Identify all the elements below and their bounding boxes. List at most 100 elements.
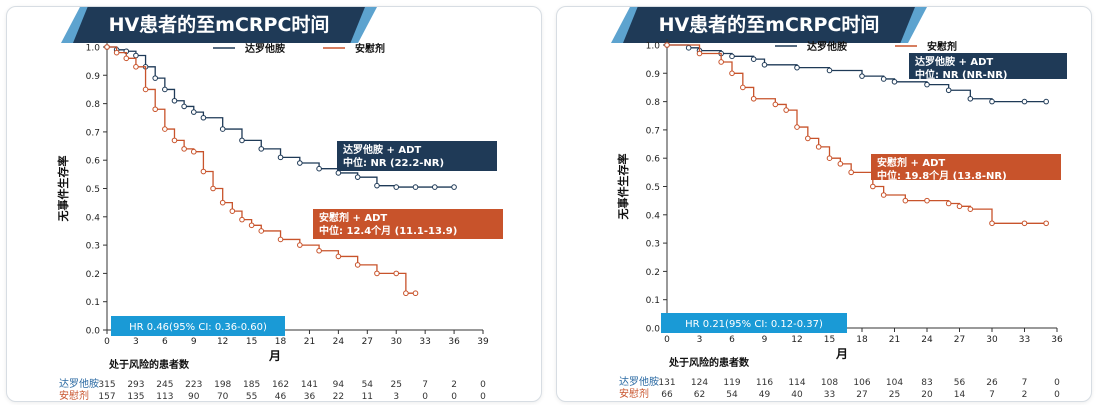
median-box-placebo-line2: 中位: 19.8个月 (13.8-NR) bbox=[877, 169, 1007, 182]
censor-mark-placebo bbox=[335, 253, 342, 260]
x-tick-label: 30 bbox=[391, 337, 403, 347]
km-chart-left: 0.00.10.20.30.40.50.60.70.80.91.00 3 6 9 12 1… bbox=[56, 41, 503, 401]
risk-value-darolutamide: 162 bbox=[272, 380, 289, 390]
risk-value-darolutamide: 104 bbox=[886, 378, 903, 388]
risk-value-darolutamide: 0 bbox=[1054, 378, 1060, 388]
censor-mark-placebo bbox=[945, 200, 952, 207]
censor-mark-placebo bbox=[718, 59, 724, 65]
censor-mark-placebo bbox=[967, 206, 974, 212]
x-tick-label: 12 bbox=[791, 335, 802, 345]
censor-mark-placebo bbox=[696, 50, 703, 57]
censor-mark-darolutamide bbox=[685, 45, 692, 51]
censor-mark-placebo bbox=[181, 146, 187, 152]
censor-mark-darolutamide bbox=[1021, 98, 1028, 105]
censor-mark-placebo bbox=[142, 86, 149, 93]
x-tick-label: 3 bbox=[133, 337, 139, 347]
risk-value-darolutamide: 0 bbox=[480, 380, 486, 390]
risk-value-placebo: 66 bbox=[661, 390, 673, 400]
censor-mark-darolutamide bbox=[335, 170, 342, 176]
risk-value-placebo: 70 bbox=[217, 392, 229, 401]
median-box-placebo bbox=[313, 209, 503, 239]
hr-text: HR 0.21(95% CI: 0.12-0.37) bbox=[685, 319, 823, 330]
censor-mark-placebo bbox=[805, 135, 811, 142]
risk-value-darolutamide: 141 bbox=[301, 380, 318, 390]
censor-mark-placebo bbox=[794, 124, 800, 130]
y-tick-label: 0.3 bbox=[86, 242, 100, 252]
median-box-darolutamide-line1: 达罗他胺 + ADT bbox=[915, 55, 993, 68]
panel-right: HV患者的至mCRPC时间 0.0 0.1 0.2 0.3 0.4 0.5 0.6 0.7 0.… bbox=[556, 6, 1092, 402]
risk-value-darolutamide: 54 bbox=[362, 380, 374, 390]
x-axis-label: 月 bbox=[835, 347, 848, 361]
y-tick-label: 0.4 bbox=[646, 211, 661, 221]
y-tick-label: 0.1 bbox=[646, 296, 660, 306]
x-tick-label: 6 bbox=[162, 337, 168, 347]
censor-mark-darolutamide bbox=[729, 53, 735, 60]
x-tick-label: 6 bbox=[729, 335, 735, 345]
censor-mark-darolutamide bbox=[354, 174, 361, 180]
x-tick-label: 33 bbox=[419, 337, 430, 347]
x-tick-label: 15 bbox=[246, 337, 257, 347]
censor-mark-placebo bbox=[190, 148, 197, 155]
censor-mark-placebo bbox=[104, 44, 110, 50]
censor-mark-placebo bbox=[924, 197, 930, 204]
censor-mark-placebo bbox=[403, 290, 409, 297]
censor-mark-placebo bbox=[277, 236, 284, 243]
censor-mark-darolutamide bbox=[826, 67, 833, 74]
x-tick-label: 9 bbox=[762, 335, 768, 345]
y-tick-label: 1.0 bbox=[86, 44, 101, 54]
censor-mark-placebo bbox=[152, 106, 159, 113]
censor-mark-darolutamide bbox=[200, 114, 207, 121]
y-tick-label: 0.0 bbox=[646, 325, 661, 335]
risk-value-darolutamide: 106 bbox=[853, 378, 870, 388]
x-tick-label: 12 bbox=[217, 337, 228, 347]
censor-mark-placebo bbox=[1021, 220, 1028, 227]
y-tick-label: 0.2 bbox=[86, 270, 100, 280]
censor-mark-darolutamide bbox=[451, 184, 457, 190]
risk-label-placebo: 安慰剂 bbox=[59, 389, 89, 401]
censor-mark-darolutamide bbox=[181, 103, 187, 110]
x-tick-label: 0 bbox=[664, 335, 670, 345]
x-tick-label: 3 bbox=[697, 335, 703, 345]
y-tick-label: 0.8 bbox=[86, 100, 101, 110]
y-tick-label: 0.9 bbox=[86, 72, 101, 82]
censor-mark-darolutamide bbox=[880, 76, 887, 82]
x-tick-label: 24 bbox=[333, 337, 345, 347]
y-tick-label: 0.4 bbox=[86, 213, 101, 223]
hr-box bbox=[661, 313, 847, 333]
km-chart-right: 0.00.10.20.30.40.50.60.70.80.91.00 3 6 9 12 1… bbox=[616, 39, 1067, 400]
y-axis-label: 无事件生存率 bbox=[616, 154, 630, 221]
y-tick-label: 0.7 bbox=[646, 126, 660, 136]
median-box-darolutamide bbox=[337, 141, 497, 171]
x-tick-label: 18 bbox=[856, 335, 868, 345]
censor-mark-placebo bbox=[664, 42, 670, 48]
x-tick-label: 27 bbox=[362, 337, 373, 347]
censor-mark-placebo bbox=[880, 192, 887, 198]
y-tick-label: 0.9 bbox=[646, 70, 661, 80]
median-box-darolutamide-line2: 中位: NR (NR-NR) bbox=[915, 68, 1007, 81]
risk-table-title: 处于风险的患者数 bbox=[668, 356, 750, 369]
median-box-darolutamide-line2: 中位: NR (22.2-NR) bbox=[343, 156, 444, 169]
risk-value-placebo: 46 bbox=[275, 392, 287, 401]
censor-mark-darolutamide bbox=[190, 109, 197, 115]
x-tick-label: 36 bbox=[1051, 335, 1063, 345]
censor-mark-darolutamide bbox=[219, 126, 226, 132]
y-tick-label: 0.5 bbox=[646, 183, 660, 193]
censor-mark-placebo bbox=[171, 137, 178, 144]
risk-value-placebo: 27 bbox=[856, 390, 867, 400]
censor-mark-darolutamide bbox=[924, 81, 930, 88]
censor-mark-placebo bbox=[1043, 220, 1049, 227]
censor-mark-placebo bbox=[729, 70, 735, 77]
censor-mark-placebo bbox=[750, 95, 757, 102]
median-box-darolutamide bbox=[909, 53, 1067, 79]
y-tick-label: 0.8 bbox=[646, 98, 661, 108]
median-box-darolutamide-line1: 达罗他胺 + ADT bbox=[343, 143, 421, 156]
risk-value-darolutamide: 108 bbox=[821, 378, 838, 388]
censor-mark-placebo bbox=[772, 101, 779, 108]
risk-value-darolutamide: 119 bbox=[723, 378, 740, 388]
hr-box bbox=[111, 316, 285, 336]
censor-mark-placebo bbox=[239, 216, 245, 223]
censor-mark-placebo bbox=[354, 262, 361, 268]
km-curve-placebo bbox=[667, 44, 1047, 224]
median-box-placebo-line2: 中位: 12.4个月 (11.1-13.9) bbox=[319, 224, 457, 237]
x-tick-label: 33 bbox=[1019, 335, 1030, 345]
